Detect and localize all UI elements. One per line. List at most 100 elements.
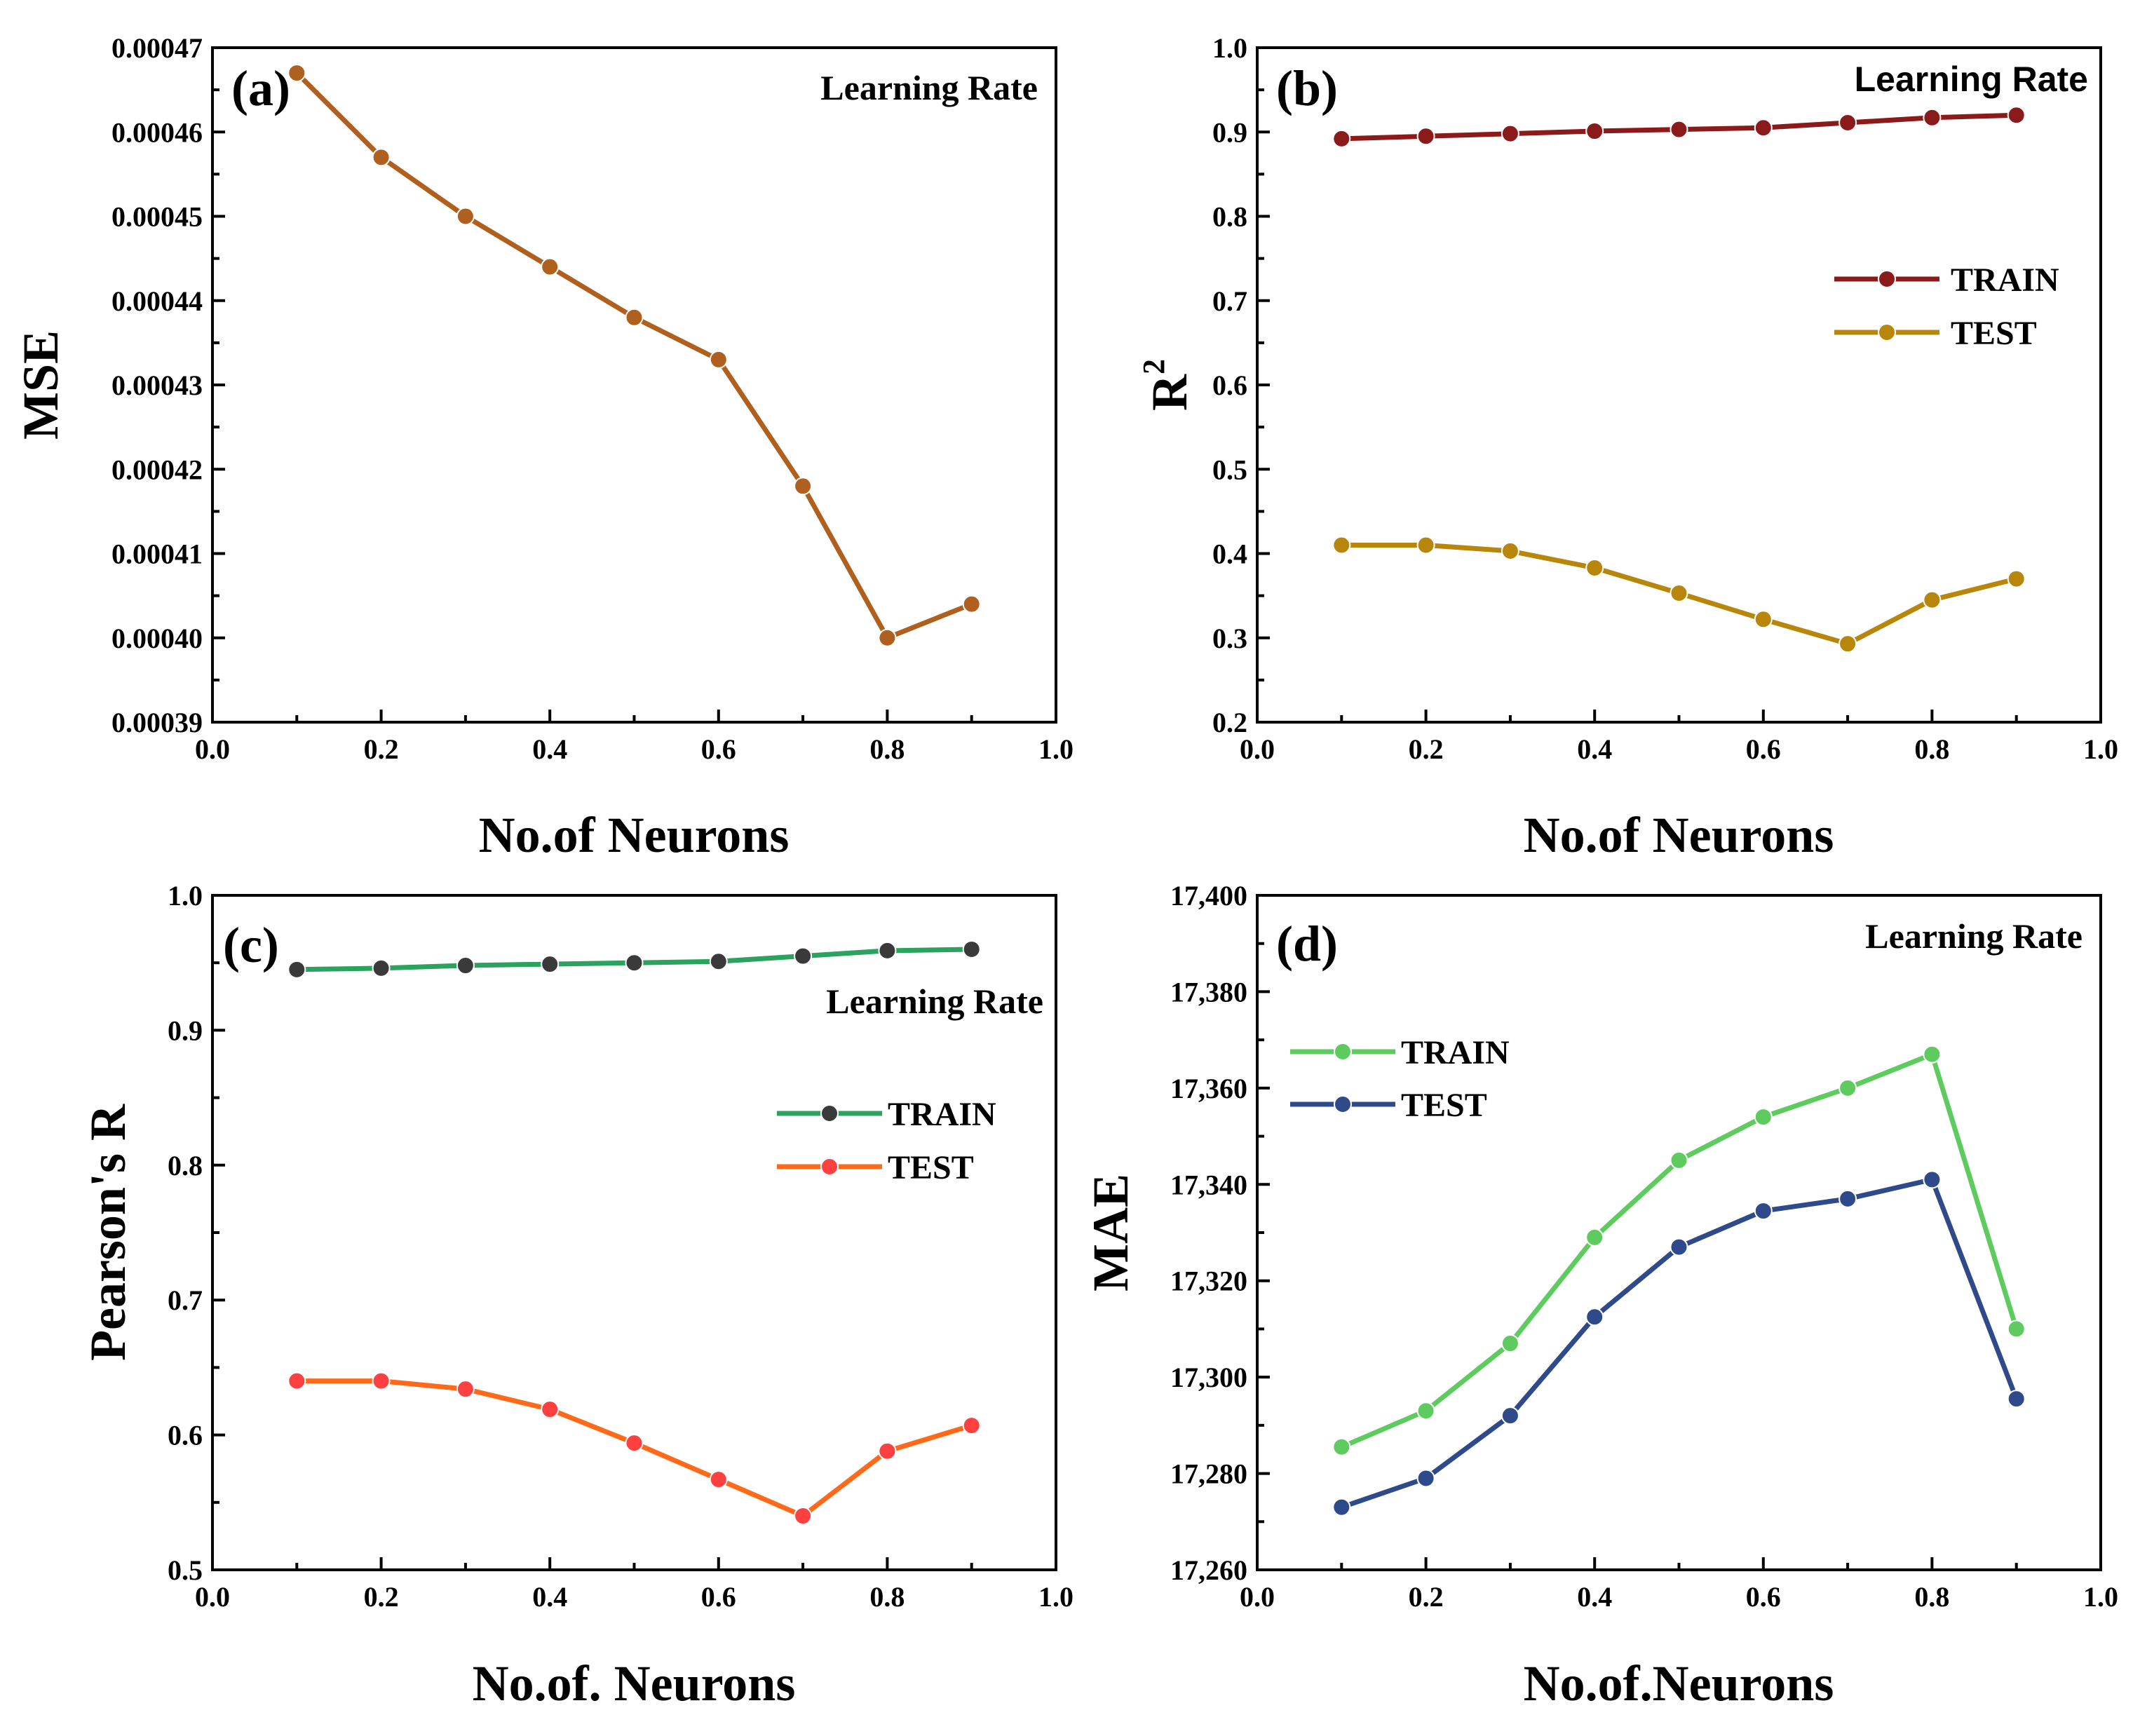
- annotation-learning-rate: Learning Rate: [820, 68, 1038, 107]
- legend-label: TEST: [888, 1149, 974, 1186]
- data-point-mse: [962, 595, 981, 613]
- data-point-test: [1754, 1202, 1773, 1221]
- data-point-train: [2007, 106, 2026, 125]
- data-point-train: [2007, 1320, 2026, 1338]
- y-tick-label: 0.8: [168, 1150, 203, 1181]
- data-point-test: [709, 1470, 728, 1489]
- x-tick-label: 0.0: [1240, 733, 1275, 765]
- svg-text:R2: R2: [1137, 359, 1198, 411]
- data-point-test: [1923, 590, 1942, 609]
- x-ticks: 0.0 0.2 0.4 0.6 0.8 1.0: [195, 710, 1074, 765]
- legend-swatch-marker: [820, 1158, 839, 1176]
- data-point-mse: [372, 148, 391, 167]
- data-point-train: [1332, 1437, 1351, 1456]
- y-axis-title-superscript: 2: [1137, 359, 1171, 374]
- y-tick-label: 1.0: [168, 880, 203, 911]
- data-point-mse: [541, 257, 560, 276]
- legend-swatch-marker: [1334, 1043, 1352, 1061]
- y-tick-label: 0.9: [168, 1015, 203, 1046]
- x-axis-title: No.of Neurons: [479, 807, 790, 863]
- y-tick-label: 17,300: [1170, 1362, 1247, 1393]
- data-point-mse: [709, 350, 728, 369]
- legend-swatch-marker: [1878, 270, 1896, 288]
- y-tick-label: 0.5: [1212, 454, 1247, 485]
- annotation-learning-rate: Learning Rate: [1855, 60, 2088, 99]
- data-point-test: [1416, 1469, 1435, 1488]
- data-point-test: [2007, 569, 2026, 588]
- data-point-train: [1670, 120, 1688, 139]
- data-point-train: [541, 955, 560, 974]
- data-point-mse: [794, 477, 813, 496]
- y-tick-label: 0.8: [1212, 201, 1247, 233]
- data-point-train: [962, 940, 981, 958]
- data-point-test: [541, 1400, 560, 1419]
- data-point-test: [1416, 536, 1435, 555]
- y-ticks: 17,260 17,280 17,300 17,320 17,340 17,360 17,3…: [1170, 880, 1270, 1586]
- legend-swatch-marker: [820, 1104, 839, 1123]
- x-tick-label: 0.8: [1914, 1581, 1949, 1613]
- series-lines: [1332, 1045, 2026, 1517]
- y-tick-label: 17,340: [1170, 1169, 1247, 1200]
- y-tick-label: 0.00044: [111, 285, 203, 317]
- y-tick-label: 0.6: [168, 1420, 203, 1451]
- y-tick-label: 17,280: [1170, 1458, 1247, 1490]
- x-tick-label: 0.0: [1240, 1581, 1275, 1613]
- series-line-test: [1341, 1176, 2019, 1510]
- y-ticks: 0.5 0.6 0.7 0.8 0.9 1.0: [168, 880, 225, 1586]
- x-axis-title: No.of.Neurons: [1524, 1655, 1834, 1711]
- legend-swatch-marker: [1878, 323, 1896, 341]
- data-point-train: [1923, 108, 1942, 127]
- x-tick-label: 1.0: [2083, 733, 2118, 765]
- y-tick-label: 0.00047: [111, 32, 203, 64]
- x-tick-label: 0.8: [869, 733, 905, 765]
- data-point-train: [1501, 1334, 1519, 1353]
- data-point-train: [1838, 114, 1857, 133]
- y-tick-label: 0.7: [1212, 285, 1247, 317]
- x-tick-label: 0.2: [1409, 733, 1444, 765]
- data-point-mse: [456, 207, 475, 226]
- x-tick-label: 0.0: [195, 1581, 230, 1613]
- data-point-train: [625, 954, 644, 972]
- y-axis-title: MSE: [13, 330, 69, 440]
- data-point-train: [456, 956, 475, 975]
- data-point-train: [372, 958, 391, 977]
- y-axis-title: Pearson's R: [80, 1104, 136, 1361]
- x-tick-label: 0.4: [1577, 733, 1612, 765]
- y-tick-label: 17,360: [1170, 1073, 1247, 1104]
- x-tick-label: 0.0: [195, 733, 230, 765]
- data-point-train: [1332, 129, 1351, 148]
- y-tick-label: 0.6: [1212, 369, 1247, 401]
- y-ticks: 0.00039 0.00040 0.00041 0.00042 0.00043 0.000…: [111, 32, 225, 738]
- plot-frame: [1256, 894, 2102, 1571]
- x-tick-label: 0.6: [701, 733, 736, 765]
- series-lines: [287, 64, 981, 647]
- x-ticks: 0.0 0.2 0.4 0.6 0.8 1.0: [1240, 710, 2118, 765]
- data-point-train: [1416, 127, 1435, 146]
- x-ticks: 0.0 0.2 0.4 0.6 0.8 1.0: [1240, 1557, 2118, 1613]
- y-tick-label: 17,400: [1170, 880, 1247, 911]
- data-point-test: [1838, 1189, 1857, 1208]
- data-point-train: [1501, 124, 1519, 143]
- data-point-test: [456, 1380, 475, 1399]
- data-point-train: [1923, 1045, 1942, 1064]
- y-tick-label: 0.00039: [111, 707, 203, 738]
- data-point-test: [878, 1442, 897, 1460]
- y-axis-title: R2: [1137, 359, 1198, 411]
- y-tick-label: 0.7: [168, 1284, 203, 1316]
- data-point-train: [287, 960, 306, 979]
- x-tick-label: 1.0: [1038, 733, 1074, 765]
- y-tick-label: 0.00043: [111, 369, 203, 401]
- data-point-test: [1501, 541, 1519, 560]
- data-point-test: [287, 1371, 306, 1390]
- data-point-test: [1585, 1308, 1604, 1327]
- x-axis-title: No.of Neurons: [1524, 807, 1834, 863]
- data-point-test: [1332, 1498, 1351, 1517]
- y-tick-label: 1.0: [1212, 32, 1247, 64]
- panel-letter: (b): [1276, 60, 1338, 116]
- series-line-mse: [294, 71, 973, 641]
- plot-frame: [1256, 46, 2102, 724]
- x-tick-label: 0.6: [1746, 733, 1781, 765]
- data-point-train: [1670, 1151, 1688, 1169]
- panel-c: 0.5 0.6 0.7 0.8 0.9 1.0 0.0 0.2 0.4 0.6 0.8 1.0 TR…: [80, 880, 1074, 1711]
